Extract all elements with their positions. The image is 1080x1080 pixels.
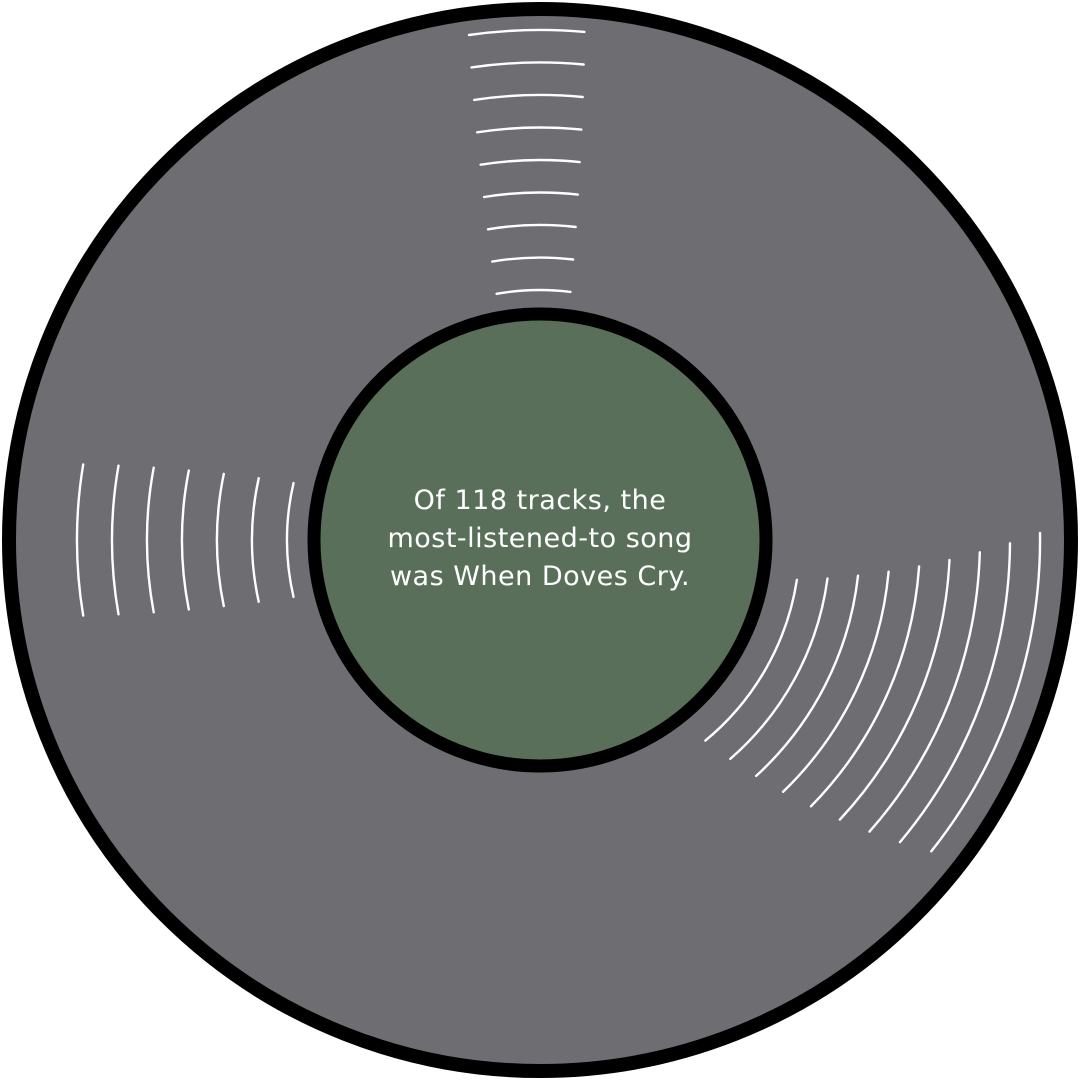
groove-line: [755, 574, 860, 778]
groove-line: [110, 464, 120, 616]
groove-line: [250, 477, 260, 603]
groove-highlights-top: [467, 28, 586, 295]
groove-line: [486, 223, 577, 231]
groove-highlights-left: [75, 463, 295, 617]
groove-line: [491, 256, 575, 263]
groove-line: [479, 158, 581, 166]
caption-line-3: was When Doves Cry.: [389, 561, 691, 592]
caption-line-2: most-listened-to song: [387, 523, 693, 554]
groove-line: [838, 558, 951, 821]
caption-line-1: Of 118 tracks, the: [413, 485, 667, 516]
groove-line: [781, 570, 890, 793]
groove-line: [467, 28, 586, 37]
groove-line: [930, 531, 1042, 853]
groove-line: [495, 288, 572, 295]
groove-line: [473, 93, 584, 102]
groove-line: [75, 463, 85, 617]
groove-line: [729, 577, 829, 761]
record-caption: Of 118 tracks, the most-listened-to song…: [330, 482, 750, 596]
groove-line: [809, 565, 921, 808]
groove-highlights-bottom-right: [680, 531, 1042, 853]
groove-line: [180, 469, 190, 611]
groove-line: [470, 61, 585, 69]
groove-line: [482, 191, 579, 199]
groove-line: [704, 578, 799, 742]
groove-line: [868, 551, 981, 833]
record-center-label: [307, 307, 773, 773]
groove-line: [215, 472, 225, 608]
groove-line: [476, 126, 583, 134]
groove-line: [898, 542, 1012, 844]
groove-line: [285, 481, 295, 599]
groove-line: [145, 466, 155, 614]
